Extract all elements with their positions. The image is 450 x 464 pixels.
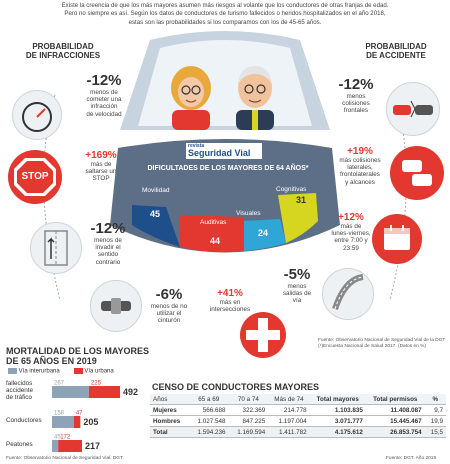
census-cell: 9,7	[424, 404, 446, 416]
label-interurbana-0: 267	[54, 381, 65, 387]
census-cell: Mujeres	[150, 404, 189, 416]
intro-text: Existe la creencia de que los más mayore…	[61, 2, 389, 26]
mortality-row-label-2: Peatones	[6, 441, 33, 448]
bar-interurbana-2	[52, 440, 59, 452]
accident-item-weekdays: +12% más de lunes-viernes, entre 7:00 y …	[331, 212, 371, 252]
bar-interurbana-0	[52, 386, 89, 398]
segment-auditivas	[180, 215, 244, 253]
census-row: Hombres 1.027.548 847.225 1.197.004 3.071.77…	[150, 415, 446, 427]
census-cell: 1.169.594	[228, 426, 269, 438]
census-header-cell: Total mayores	[309, 394, 366, 405]
accident-item-lateral: +19% más colisiones laterales, frontolat…	[339, 146, 381, 186]
census-cell: 1.027.548	[188, 415, 229, 427]
census-cell: Total	[150, 426, 189, 438]
census-cell: 3.071.777	[309, 415, 366, 427]
infraction-item-stop: +169% más de saltarse un STOP	[85, 150, 117, 183]
intersection-icon	[240, 312, 286, 358]
bar-urbana-2	[58, 440, 82, 452]
census-cell: 214.778	[268, 404, 310, 416]
intersections-item: +41% más en intersecciones	[209, 288, 251, 314]
stop-sign-icon: STOP	[8, 150, 62, 204]
calendar-icon	[372, 214, 422, 264]
census-header-cell: Más de 74	[268, 394, 310, 405]
census-row: Mujeres 566.688 322.369 214.778 1.103.835 11.…	[150, 404, 446, 416]
label-interurbana-1: 158	[54, 411, 65, 417]
label-auditivas: Auditivas	[200, 219, 227, 226]
mortality-legend: Vía interurbana Vía urbana	[8, 368, 114, 375]
census-cell: 1.594.236	[188, 426, 229, 438]
census-cell: 1.411.782	[268, 426, 310, 438]
mortality-row-label-0: fallecidos accidente de tráfico	[6, 380, 33, 401]
sources-note: Fuente: Observatorio Nacional de Segurid…	[318, 338, 446, 349]
label-urbana-0: 225	[91, 381, 102, 387]
woman-driver-illustration	[168, 60, 214, 130]
label-total-2: 217	[85, 441, 100, 451]
accident-item-roadexit: -5% menos salidas de vía	[282, 266, 312, 305]
right-column-title: PROBABILIDAD DE ACCIDENTE	[365, 42, 427, 60]
census-source: Fuente: DGT. Año 2019	[386, 456, 437, 461]
census-cell: 847.225	[228, 415, 269, 427]
label-cognitivas: Cognitivas	[276, 186, 307, 193]
mortality-title: MORTALIDAD DE LOS MAYORES DE 65 AÑOS EN …	[6, 346, 150, 366]
man-driver-illustration	[230, 58, 280, 130]
brand-logo: revista Seguridad Vial	[186, 143, 262, 159]
census-row: Total 1.594.236 1.169.594 1.411.782 4.175.61…	[150, 426, 446, 438]
left-column-title: PROBABILIDAD DE INFRACCIONES	[25, 42, 101, 60]
frontal-collision-icon	[386, 82, 440, 136]
census-header-cell: Años	[150, 394, 189, 405]
census-cell: 15,5	[424, 426, 446, 438]
census-title: CENSO DE CONDUCTORES MAYORES	[152, 382, 320, 392]
census-cell: 566.688	[188, 404, 229, 416]
speedometer-icon	[12, 90, 62, 140]
mortality-row-label-1: Conductores	[6, 417, 42, 424]
road-exit-icon	[322, 268, 374, 320]
bar-interurbana-1	[52, 416, 74, 428]
segment-cognitivas	[278, 193, 318, 243]
mortality-source: Fuente: Observatorio Nacional de Segurid…	[6, 456, 123, 461]
label-urbana-1: 47	[76, 411, 83, 417]
label-interurbana-2: 45	[54, 435, 61, 441]
infraction-item-speed: -12% menos de cometer una infracción de …	[86, 72, 122, 118]
wrong-way-icon	[30, 222, 82, 274]
label-movilidad: Movilidad	[142, 187, 170, 194]
label-visuales: Visuales	[236, 210, 261, 217]
bar-urbana-0	[88, 386, 120, 398]
census-header-row: Años 65 a 69 70 a 74 Más de 74 Total mayores…	[150, 394, 446, 405]
seatbelt-icon	[90, 280, 142, 332]
accident-item-frontal: -12% menos colisiones frontales	[338, 76, 374, 115]
census-header-cell: 70 a 74	[228, 394, 269, 405]
difficulties-title: DIFICULTADES DE LOS MAYORES DE 64 AÑOS*	[147, 165, 309, 172]
bar-urbana-1	[73, 416, 81, 428]
census-header-cell: Total permisos	[365, 394, 425, 405]
census-cell: 11.408.087	[365, 404, 425, 416]
lateral-collision-icon	[390, 146, 444, 200]
label-total-0: 492	[123, 387, 138, 397]
census-table: Años 65 a 69 70 a 74 Más de 74 Total mayores…	[150, 394, 446, 438]
census-cell: 19,9	[424, 415, 446, 427]
label-total-1: 205	[83, 417, 98, 427]
census-cell: 15.445.467	[365, 415, 425, 427]
census-cell: 1.197.004	[268, 415, 310, 427]
census-header-cell: 65 a 69	[188, 394, 229, 405]
value-auditivas: 44	[210, 236, 221, 246]
value-cognitivas: 31	[296, 195, 307, 205]
census-header-cell: %	[424, 394, 446, 405]
census-cell: 1.103.835	[309, 404, 366, 416]
census-cell: 322.369	[228, 404, 269, 416]
label-urbana-2: 172	[60, 435, 71, 441]
segment-movilidad	[132, 205, 180, 247]
value-movilidad: 45	[150, 209, 161, 219]
infraction-item-wrongway: -12% menos de invadir el sentido contrar…	[90, 220, 126, 266]
census-cell: 4.175.612	[309, 426, 366, 438]
difficulties-chart	[132, 193, 318, 253]
value-visuales: 24	[258, 228, 269, 238]
segment-visuales	[244, 219, 286, 251]
census-cell: Hombres	[150, 415, 189, 427]
census-cell: 26.853.754	[365, 426, 425, 438]
infraction-item-seatbelt: -6% menos de no utilizar el cinturón	[150, 286, 188, 325]
